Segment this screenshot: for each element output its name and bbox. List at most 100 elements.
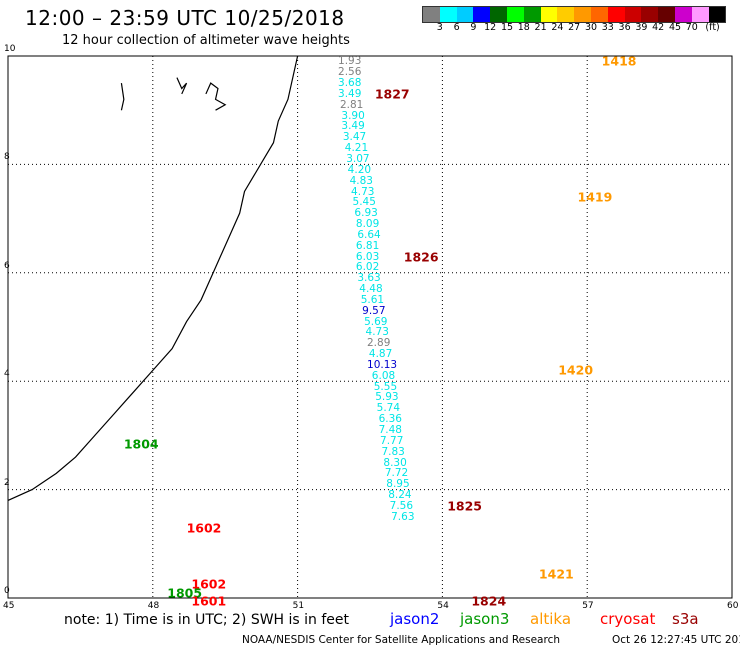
pass-time-label: 1602 (186, 520, 222, 536)
y-tick-label: 8 (4, 152, 10, 163)
pass-time-label: 1805 (167, 585, 203, 601)
wave-height-label: 4.73 (351, 185, 375, 198)
legend-swatch (708, 7, 726, 22)
legend-swatch (624, 7, 642, 22)
island-outline (120, 83, 125, 111)
satellite-legend-s3a: s3a (672, 610, 699, 628)
wave-height-label: 2.56 (338, 66, 362, 79)
x-tick-label: 45 (3, 601, 15, 611)
pass-time-label: 1601 (191, 593, 227, 609)
x-tick-label: 48 (147, 601, 160, 611)
wave-height-label: 7.56 (389, 499, 414, 512)
wave-height-label: 5.45 (352, 196, 376, 209)
wave-height-label: 2.89 (366, 337, 391, 350)
wave-height-label: 5.69 (364, 315, 388, 328)
pass-time-label: 1421 (538, 566, 574, 582)
island-outline (176, 77, 188, 95)
pass-time-label: 1804 (123, 436, 159, 452)
legend-swatch (574, 7, 591, 22)
wave-height-label: 8.24 (388, 489, 412, 502)
legend-label: 70 (685, 22, 698, 33)
legend-label: 39 (635, 22, 648, 33)
wave-height-label: 6.81 (355, 239, 380, 252)
wave-height-label: 8.30 (383, 456, 407, 469)
pass-time-label: 1420 (558, 362, 594, 378)
island-outline (205, 82, 227, 111)
credit-text: NOAA/NESDIS Center for Satellite Applica… (242, 634, 560, 646)
legend-swatch (590, 7, 608, 22)
wave-height-label: 4.73 (365, 326, 389, 339)
legend-swatch (456, 7, 474, 22)
legend-label: 6 (453, 22, 460, 33)
wave-height-label: 7.48 (378, 423, 402, 436)
legend-label: 18 (517, 22, 530, 33)
timestamp-text: Oct 26 12:27:45 UTC 2018 (612, 634, 740, 646)
wave-height-label: 5.55 (373, 380, 398, 393)
wave-height-label: 6.02 (355, 261, 380, 274)
legend-swatch (523, 7, 541, 22)
wave-height-label: 9.57 (362, 304, 386, 317)
wave-height-label: 4.48 (359, 283, 383, 296)
wave-height-label: 7.63 (391, 510, 415, 523)
legend-label: 27 (568, 22, 581, 33)
wave-height-label: 4.83 (349, 174, 373, 187)
legend-label: 15 (500, 22, 514, 33)
pass-time-label: 1826 (403, 249, 439, 265)
legend-swatch (658, 7, 675, 22)
legend-label: 42 (652, 22, 665, 33)
chart-subtitle: 12 hour collection of altimeter wave hei… (62, 33, 350, 48)
wave-height-label: 7.72 (384, 467, 409, 480)
x-tick-label: 54 (437, 601, 449, 611)
wave-height-label: 8.95 (386, 478, 410, 491)
legend-label: 33 (601, 22, 614, 33)
legend-swatch (641, 7, 659, 22)
wave-height-label: 7.77 (380, 434, 404, 447)
legend-label: 24 (551, 22, 564, 33)
wave-height-label: 3.49 (341, 120, 365, 133)
wave-height-label: 3.07 (346, 152, 370, 165)
pass-time-label: 1602 (191, 576, 227, 592)
pass-time-label: 1418 (601, 53, 637, 69)
wave-height-label: 3.90 (341, 109, 365, 122)
legend-swatch (506, 7, 524, 22)
legend-label: 3 (436, 22, 443, 33)
wave-height-label: 6.64 (357, 228, 381, 241)
satellite-legend-altika: altika (530, 610, 572, 628)
wave-height-label: 3.68 (338, 77, 362, 90)
x-tick-label: 57 (582, 601, 594, 611)
y-tick-label: 10 (4, 44, 16, 54)
wave-height-label: 6.03 (355, 250, 380, 263)
legend-label: 12 (484, 22, 497, 33)
plot-frame (7, 55, 733, 599)
color-legend (422, 6, 727, 23)
wave-height-label: 3.49 (338, 87, 362, 100)
y-tick-label: 6 (4, 260, 10, 271)
legend-swatch (607, 7, 625, 22)
wave-height-label: 7.83 (381, 445, 405, 458)
pass-time-label: 1419 (577, 189, 613, 205)
wave-height-label: 5.74 (376, 402, 401, 415)
legend-swatch (423, 7, 440, 22)
legend-swatch (674, 7, 692, 22)
y-tick-label: 0 (4, 586, 10, 596)
legend-label: 36 (618, 22, 631, 33)
wave-height-label: 1.93 (338, 55, 362, 68)
grid (7, 55, 733, 599)
legend-swatch (490, 7, 507, 22)
wave-height-label: 10.13 (367, 358, 398, 371)
legend-label: (ft) (705, 22, 720, 33)
satellite-legend-jason3: jason3 (460, 610, 510, 628)
y-tick-label: 4 (4, 369, 10, 380)
legend-label: 30 (584, 22, 598, 33)
legend-swatch (540, 7, 558, 22)
legend-label: 45 (668, 22, 682, 33)
pass-time-label: 1827 (374, 86, 410, 102)
coastline (7, 55, 299, 501)
legend-swatch (439, 7, 457, 22)
x-tick-label: 51 (292, 601, 305, 611)
wave-height-label: 4.21 (344, 142, 369, 155)
wave-height-label: 4.87 (368, 348, 393, 361)
wave-height-label: 3.47 (342, 131, 367, 144)
pass-time-label: 1825 (447, 498, 483, 514)
